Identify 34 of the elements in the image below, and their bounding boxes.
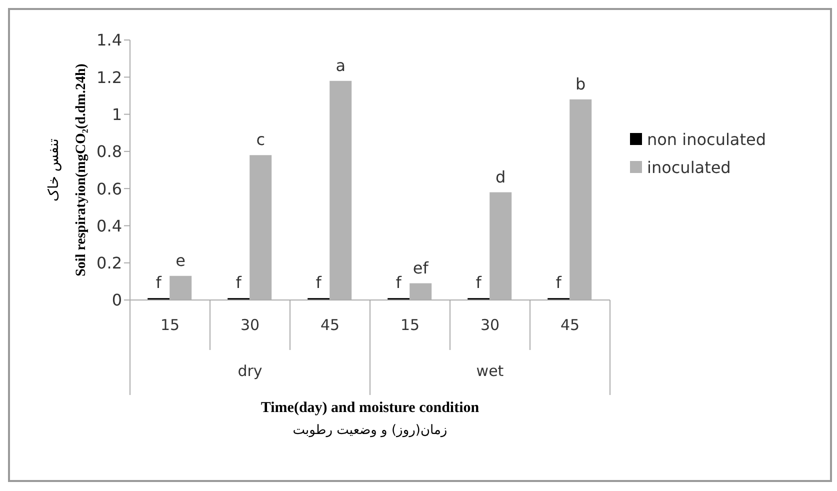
x-tick-label: 30: [240, 316, 260, 334]
y-tick-label: 1.2: [96, 68, 122, 87]
x-tick-label: 45: [320, 316, 340, 334]
y-tick-label: 0.2: [96, 254, 122, 273]
x-tick-label: 15: [400, 316, 420, 334]
x-tick-label: 30: [480, 316, 500, 334]
data-label: a: [336, 56, 346, 75]
data-label: f: [156, 273, 162, 292]
legend-label: non inoculated: [647, 130, 766, 148]
y-tick-label: 0.6: [96, 179, 122, 198]
y-tick-label: 1.4: [96, 30, 122, 50]
x-axis-title: Time(day) and moisture condition: [260, 400, 480, 416]
legend-label: inoculated: [647, 158, 731, 176]
data-label: f: [476, 273, 482, 292]
y-axis-title: Soil respiratyion(mgCO₂(d.dm.24h): [74, 63, 89, 276]
data-label: f: [316, 273, 322, 292]
x-tick-label: 45: [560, 316, 580, 334]
y-tick-label: 0: [112, 290, 122, 310]
x-tick-label: 15: [160, 316, 180, 334]
text: dry: [238, 362, 262, 380]
data-label: f: [556, 273, 562, 292]
data-label: c: [256, 130, 265, 150]
data-label: d: [496, 167, 506, 186]
data-label: ef: [412, 258, 429, 278]
text: زمان(روز) و وضعیت رطوبت: [292, 423, 448, 438]
text: wet: [476, 362, 504, 380]
data-label: b: [576, 74, 586, 94]
data-label: f: [396, 273, 402, 292]
text: تنفس خاک: [46, 138, 62, 202]
y-tick-label: 0.4: [96, 216, 122, 236]
data-label: f: [236, 273, 242, 292]
y-tick-label: 0.8: [96, 142, 122, 162]
y-tick-label: 1: [112, 104, 122, 124]
data-label: e: [176, 250, 186, 270]
